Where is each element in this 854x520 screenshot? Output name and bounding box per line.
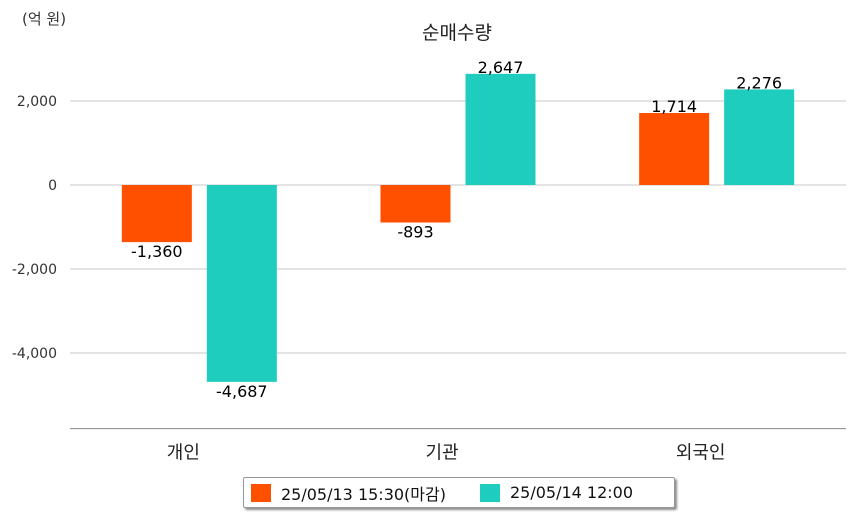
data-label: -1,360	[131, 242, 183, 261]
bar[interactable]	[724, 89, 795, 185]
data-label: -4,687	[216, 382, 268, 401]
bar[interactable]	[380, 185, 451, 223]
data-label: 1,714	[651, 97, 697, 116]
legend[interactable]: 25/05/13 15:30(마감) 25/05/14 12:00	[243, 477, 675, 508]
bar[interactable]	[121, 185, 192, 243]
legend-swatch-series-1	[251, 483, 271, 502]
bar-chart: 2,000 0 -2,000 -4,000 -1,360 -4,687 -893 2,647…	[12, 58, 846, 464]
data-label: -893	[397, 223, 433, 242]
y-tick-label: 2,000	[17, 94, 57, 110]
legend-swatch-series-2	[479, 483, 500, 502]
legend-label-series-2: 25/05/14 12:00	[509, 483, 634, 502]
bar[interactable]	[206, 185, 277, 382]
y-tick-label: 0	[48, 178, 57, 194]
chart-title: 순매수량	[422, 22, 492, 44]
y-tick-label: -4,000	[12, 346, 57, 362]
category-label: 외국인	[676, 443, 726, 464]
category-label: 기관	[425, 443, 458, 464]
legend-label-series-1: 25/05/13 15:30(마감)	[281, 484, 446, 504]
legend-item-series-2[interactable]: 25/05/14 12:00	[479, 483, 634, 502]
bar[interactable]	[639, 113, 710, 185]
data-label: 2,647	[478, 58, 524, 77]
legend-item-series-1[interactable]: 25/05/13 15:30(마감)	[251, 481, 446, 505]
bar[interactable]	[465, 73, 536, 185]
data-label: 2,276	[736, 73, 782, 92]
y-tick-label: -2,000	[12, 262, 57, 278]
unit-label: (억 원)	[22, 10, 67, 28]
category-label: 개인	[167, 443, 200, 464]
